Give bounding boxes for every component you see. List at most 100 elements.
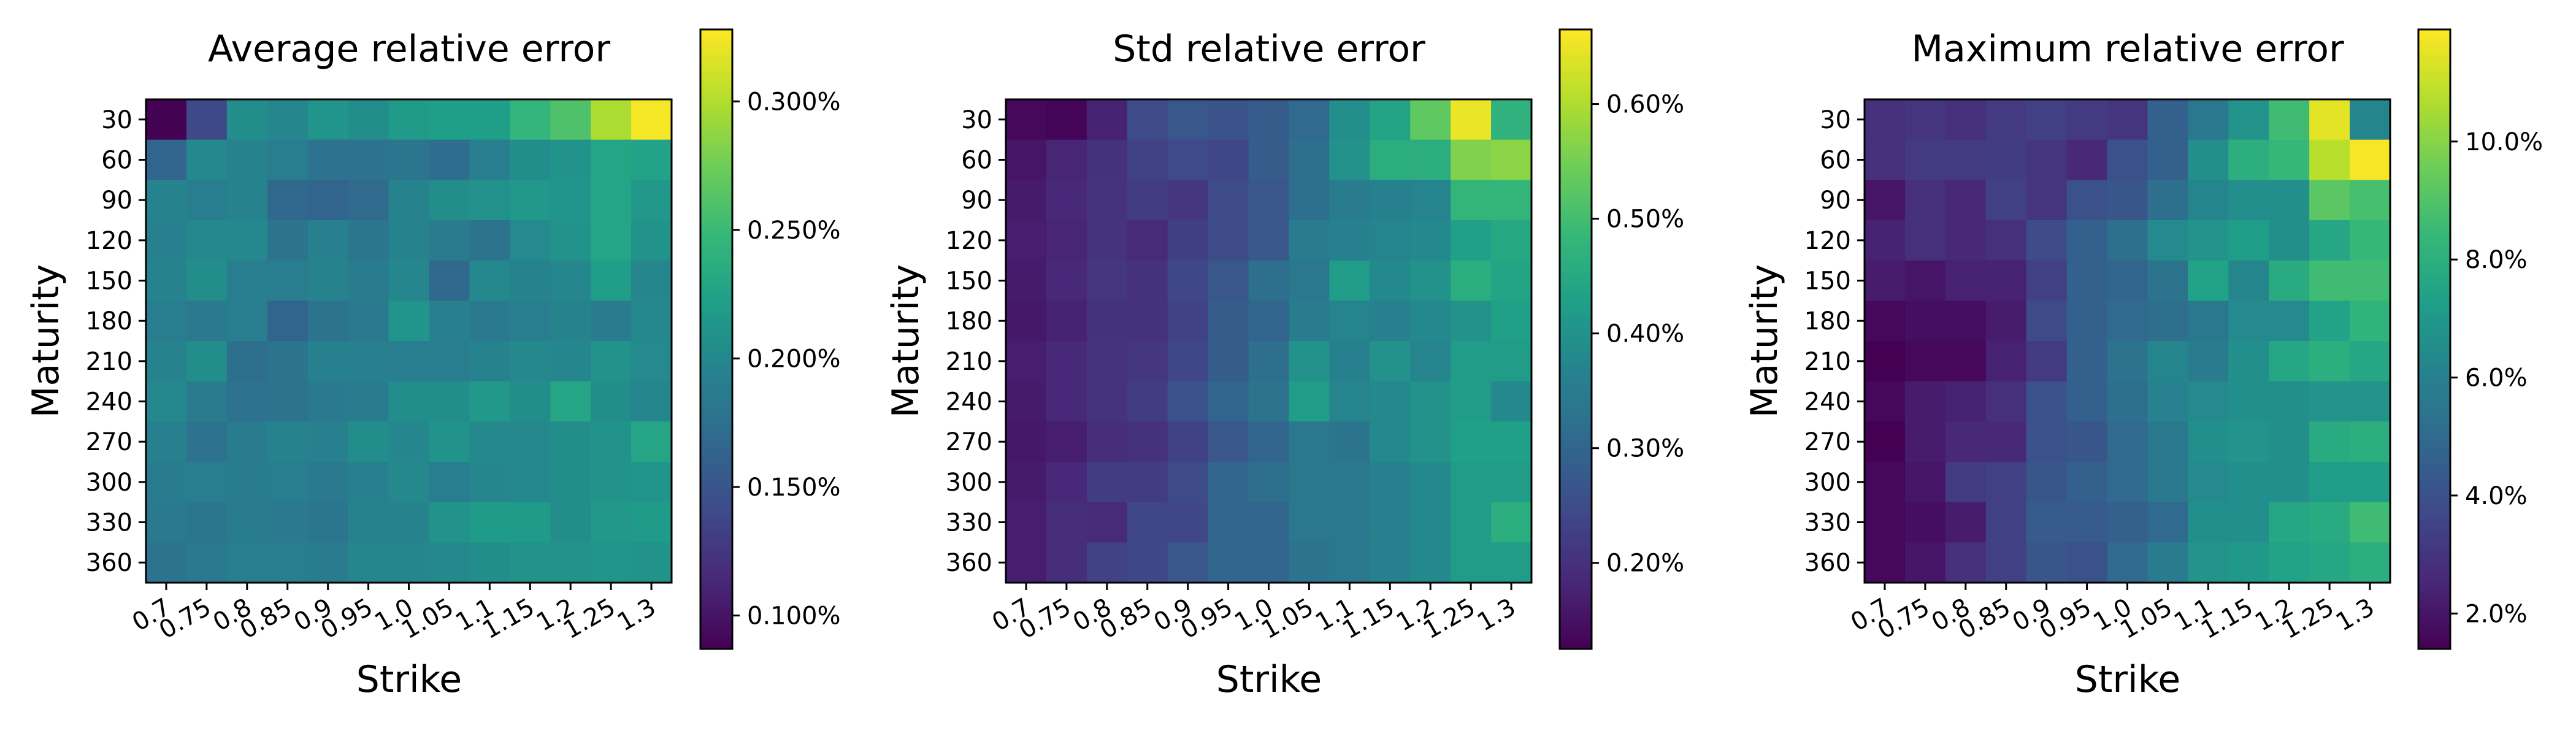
colorbar-segment [2418, 447, 2450, 453]
heatmap-cell [1945, 99, 1987, 140]
heatmap-cell [388, 301, 430, 342]
heatmap-cell [1865, 220, 1906, 261]
colorbar-segment [2418, 421, 2450, 427]
heatmap-cell [1127, 341, 1168, 382]
colorbar-segment [2418, 256, 2450, 263]
heatmap-cell [348, 381, 389, 422]
y-tick-label: 150 [86, 267, 132, 296]
heatmap-cell [1046, 220, 1087, 261]
colorbar-segment [2418, 169, 2450, 175]
colorbar-segment [2418, 137, 2450, 144]
heatmap-cell [1985, 462, 2027, 503]
heatmap-cell [591, 139, 632, 180]
heatmap-cell [226, 462, 268, 503]
heatmap-cell [2147, 341, 2188, 382]
heatmap-cell [2228, 341, 2269, 382]
heatmap-cell [1046, 421, 1087, 462]
heatmap-cell [348, 542, 389, 583]
colorbar-segment [700, 592, 732, 598]
heatmap-cell [591, 462, 632, 503]
colorbar-segment [2418, 323, 2450, 329]
colorbar-segment [2418, 272, 2450, 278]
colorbar-segment [2418, 613, 2450, 619]
heatmap-cell [1945, 462, 1987, 503]
heatmap-cell [1289, 542, 1330, 583]
heatmap-cell [631, 99, 672, 140]
heatmap-cell [2107, 341, 2149, 382]
heatmap-cell [1167, 341, 1209, 382]
colorbar-segment [1560, 210, 1592, 216]
colorbar-segment [1560, 303, 1592, 309]
colorbar-segment [1560, 148, 1592, 154]
heatmap-cell [2107, 220, 2149, 261]
heatmap-cell [1329, 502, 1370, 543]
colorbar-segment [1560, 453, 1592, 459]
heatmap-cell [2228, 260, 2269, 301]
colorbar-segment [1560, 55, 1592, 61]
colorbar-segment [2418, 39, 2450, 46]
colorbar-segment [700, 282, 732, 288]
colorbar-segment [2418, 638, 2450, 645]
colorbar: 0.20% 0.30% 0.40% 0.50% 0.60% [1558, 28, 1684, 650]
heatmap-cell [1491, 99, 1532, 140]
colorbar-segment [700, 453, 732, 459]
heatmap-cell [2269, 421, 2310, 462]
heatmap-cell [631, 220, 672, 261]
colorbar-segment [2418, 261, 2450, 267]
heatmap-cell [1046, 502, 1087, 543]
heatmap-cell [388, 99, 430, 140]
colorbar-segment [1560, 251, 1592, 258]
colorbar-segment [700, 530, 732, 536]
colorbar-segment [1560, 416, 1592, 423]
colorbar-segment [1560, 75, 1592, 82]
y-tick-label: 210 [86, 348, 132, 376]
colorbar-segment [1560, 45, 1592, 51]
heatmap-cell [1491, 301, 1532, 342]
colorbar-segment [2418, 504, 2450, 510]
heatmap-cell [1046, 341, 1087, 382]
heatmap-cell [1985, 542, 2027, 583]
colorbar-segment [700, 515, 732, 521]
colorbar-segment [700, 318, 732, 324]
heatmap-cell [307, 180, 349, 221]
colorbar-segment [700, 127, 732, 134]
heatmap-cell [186, 462, 228, 503]
heatmap-cell [2269, 381, 2310, 422]
heatmap-cell [469, 502, 510, 543]
heatmap-cell [2188, 301, 2229, 342]
heatmap-cell [429, 220, 470, 261]
heatmap-cell [2309, 301, 2350, 342]
heatmap-cell [186, 301, 228, 342]
colorbar-segment [700, 540, 732, 546]
heatmap-cell [1370, 542, 1411, 583]
x-axis-label: Strike [2075, 658, 2180, 701]
colorbar-segment [1560, 184, 1592, 190]
heatmap-cell [1451, 220, 1492, 261]
colorbar-segment [2418, 122, 2450, 128]
colorbar-segment [2418, 483, 2450, 489]
heatmap-cell [2066, 99, 2108, 140]
colorbar-segment [700, 463, 732, 469]
colorbar-segment [700, 375, 732, 381]
colorbar-segment [700, 308, 732, 314]
colorbar-segment [1560, 101, 1592, 108]
colorbar-segment [1560, 272, 1592, 278]
heatmap-cell [510, 341, 551, 382]
colorbar-segment [2418, 643, 2450, 650]
heatmap-cell [2066, 180, 2108, 221]
heatmap-cell [307, 462, 349, 503]
heatmap-cell [2026, 502, 2068, 543]
colorbar-segment [1560, 318, 1592, 324]
colorbar-segment [1560, 633, 1592, 639]
colorbar-segment [2418, 107, 2450, 113]
heatmap-cell [510, 260, 551, 301]
heatmap-cell [1370, 381, 1411, 422]
heatmap-cell [1865, 99, 1906, 140]
heatmap-cell [1006, 139, 1047, 180]
heatmap-cell [1985, 220, 2027, 261]
heatmap-cell [186, 260, 228, 301]
heatmap-cell [1329, 341, 1370, 382]
heatmap-cell [2350, 462, 2391, 503]
y-tick-label: 210 [946, 348, 992, 376]
heatmap-cell [1208, 542, 1249, 583]
